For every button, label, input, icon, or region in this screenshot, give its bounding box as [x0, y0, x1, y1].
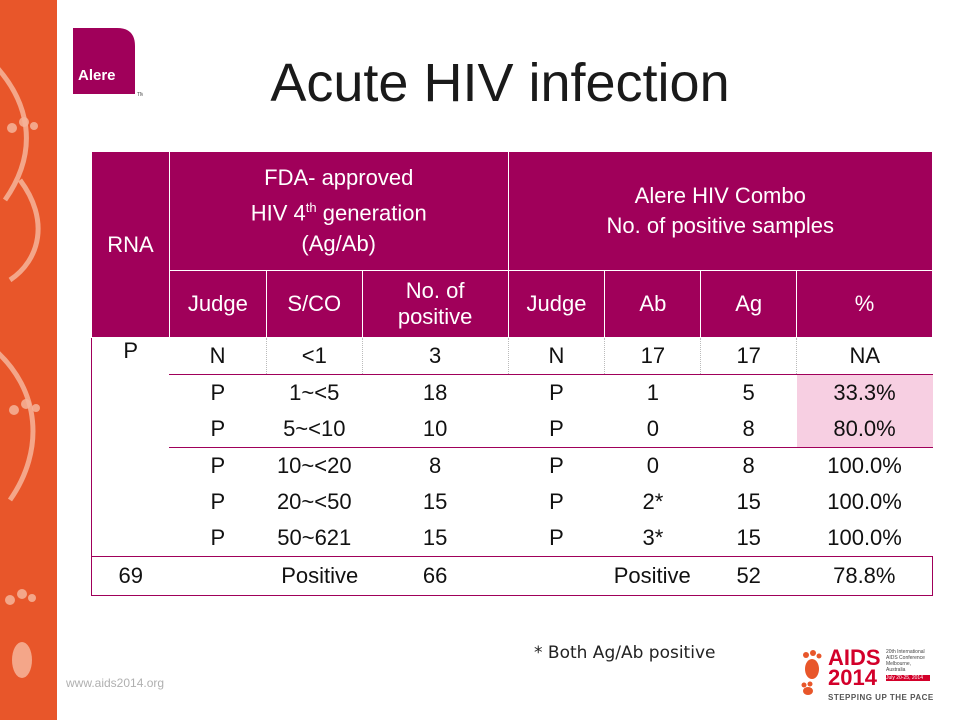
table-cell: 17 [604, 337, 702, 375]
footprints-icon [0, 67, 41, 678]
table-cell: 50~621 [266, 520, 363, 557]
table-cell: 2* [604, 484, 701, 520]
table-cell: P [508, 411, 605, 448]
table-row: P 50~621 15 P 3* 15 100.0% [92, 520, 933, 557]
table-cell: P [169, 374, 267, 411]
table-cell: 5 [700, 374, 797, 411]
header-fda: FDA- approved HIV 4th generation (Ag/Ab) [168, 151, 509, 271]
header-fda-line2: HIV 4th generation [250, 200, 427, 226]
conference-tagline: STEPPING UP THE PACE [828, 693, 934, 702]
table-cell: P [508, 374, 605, 411]
total-pct: 78.8% [796, 556, 933, 596]
header-alere-line1: Alere HIV Combo [634, 183, 806, 208]
table-cell: N [508, 337, 606, 375]
conference-details: 20th International AIDS Conference Melbo… [886, 649, 930, 689]
subheader-judge2: Judge [507, 270, 606, 338]
table-cell: N [169, 337, 267, 375]
table-cell: 80.0% [796, 411, 933, 448]
conference-year-text: 2014 [828, 665, 877, 690]
table-cell: P [508, 520, 605, 557]
conference-aids-text: AIDS [828, 645, 881, 670]
table-cell: P [508, 484, 605, 520]
subheader-sco: S/CO [265, 270, 363, 338]
header-row: RNA FDA- approved HIV 4th generation (Ag… [91, 151, 934, 338]
table-cell: 5~<10 [266, 411, 363, 448]
table-cell: 15 [700, 484, 797, 520]
alere-logo-tm: TM [137, 92, 143, 98]
aids2014-logo: AIDS 2014 20th International AIDS Confer… [798, 645, 948, 707]
rna-p-cell: P [91, 337, 170, 557]
table-cell: 33.3% [796, 374, 933, 411]
table-cell: 100.0% [796, 484, 933, 520]
table-cell: 20~<50 [266, 484, 363, 520]
table-cell: 15 [362, 484, 509, 520]
table-cell: 15 [700, 520, 797, 557]
website-url: www.aids2014.org [66, 676, 165, 690]
table-cell: 100.0% [796, 447, 933, 484]
table-cell: 1~<5 [266, 374, 363, 411]
table-cell: 0 [604, 447, 701, 484]
table-cell: 10~<20 [266, 447, 363, 484]
subheader-ab: Ab [604, 270, 702, 338]
table-cell: 1 [604, 374, 701, 411]
table-cell: NA [796, 337, 933, 375]
table-cell: 0 [604, 411, 701, 448]
header-fda-line1: FDA- approved [264, 165, 414, 191]
total-rna: 69 [91, 556, 170, 596]
subheader-pct: % [796, 270, 933, 338]
conference-footprints-icon [801, 650, 822, 695]
table-cell: 100.0% [796, 520, 933, 557]
total-fda-label: Positive [169, 556, 363, 596]
table-row: P 10~<20 8 P 0 8 100.0% [92, 447, 933, 484]
header-alere-line2: No. of positive samples [606, 213, 834, 238]
table-cell: 8 [700, 411, 797, 448]
total-row: 69 Positive 66 Positive 52 78.8% [91, 556, 933, 596]
table-cell: P [169, 447, 267, 484]
alere-logo: Alere TM [73, 28, 143, 98]
table-cell: 8 [700, 447, 797, 484]
table-row: P 1~<5 18 P 1 5 33.3% [92, 374, 933, 411]
table-cell: 10 [362, 411, 509, 448]
subheader-row: Judge S/CO No. of positive Judge Ab Ag % [92, 270, 933, 338]
header-alere: Alere HIV Combo No. of positive samples [507, 151, 934, 271]
table-cell: <1 [266, 337, 363, 375]
table-cell: 3 [362, 337, 509, 375]
total-fda-value: 66 [362, 556, 509, 596]
subheader-nopos: No. of positive [361, 270, 509, 338]
header-rna: RNA [91, 151, 170, 338]
results-table: RNA FDA- approved HIV 4th generation (Ag… [91, 151, 934, 596]
table-cell: 8 [362, 447, 509, 484]
table-cell: 18 [362, 374, 509, 411]
alere-logo-text: Alere [78, 67, 116, 84]
table-row: P N <1 3 N 17 17 NA [91, 337, 933, 557]
table-row: P 5~<10 10 P 0 8 80.0% [92, 411, 933, 448]
table-cell: P [169, 520, 267, 557]
header-fda-line3: (Ag/Ab) [301, 230, 377, 256]
table-cell: 3* [604, 520, 701, 557]
footnote: * Both Ag/Ab positive [534, 643, 716, 663]
total-alere-value: 52 [700, 556, 797, 596]
table-cell: 17 [700, 337, 798, 375]
subheader-ag: Ag [700, 270, 798, 338]
slide-title: Acute HIV infection [270, 53, 730, 113]
total-alere-label: Positive [508, 556, 701, 596]
table-cell: P [169, 484, 267, 520]
subheader-judge: Judge [168, 270, 267, 338]
table-cell: P [169, 411, 267, 448]
table-cell: P [508, 447, 605, 484]
table-cell: 15 [362, 520, 509, 557]
decorative-sidebar [0, 0, 57, 720]
table-row: P 20~<50 15 P 2* 15 100.0% [92, 484, 933, 520]
